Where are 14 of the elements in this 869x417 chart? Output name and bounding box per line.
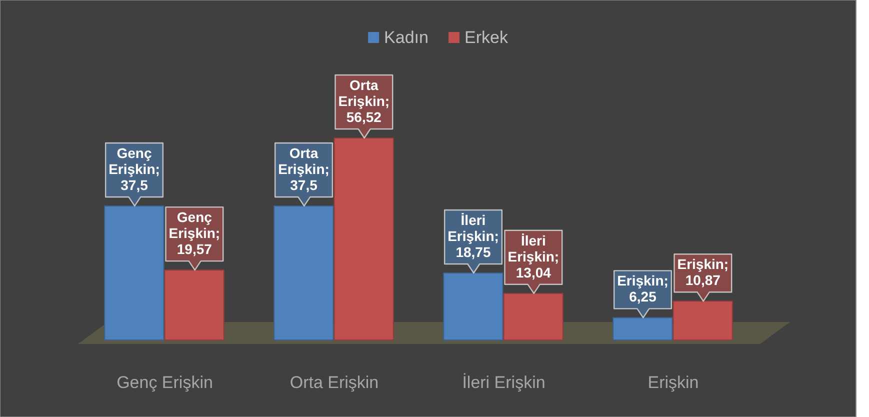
- data-label: İleri Erişkin; 13,04: [508, 232, 560, 280]
- x-tick-label: Genç Erişkin: [116, 373, 213, 392]
- data-label: Orta Erişkin; 37,5: [278, 144, 330, 193]
- legend-label: Kadın: [384, 28, 428, 47]
- data-label: Genç Erişkin; 19,57: [168, 209, 220, 258]
- legend-label: Erkek: [464, 28, 508, 47]
- data-label: Genç Erişkin; 37,5: [108, 144, 160, 193]
- x-tick-label: İleri Erişkin: [462, 373, 546, 392]
- x-tick-label: Erişkin: [648, 373, 699, 392]
- x-tick-label: Orta Erişkin: [290, 373, 379, 392]
- data-label: Orta Erişkin; 56,52: [338, 77, 390, 125]
- data-label: Erişkin; 6,25: [617, 272, 668, 305]
- data-label: İleri Erişkin; 18,75: [448, 212, 499, 260]
- data-label: Erişkin; 10,87: [677, 256, 729, 288]
